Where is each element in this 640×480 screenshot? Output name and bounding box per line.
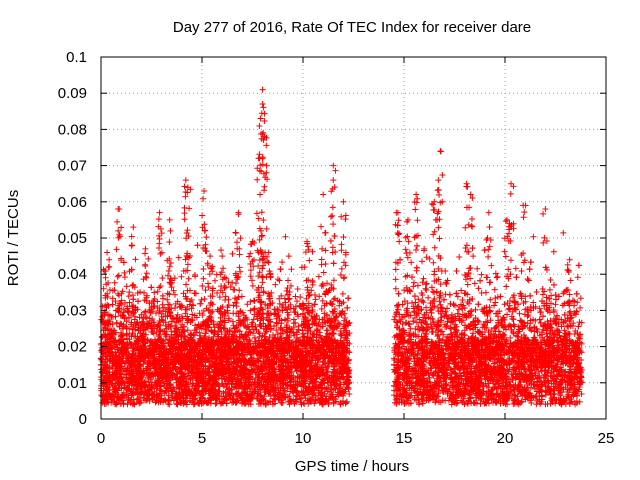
data-point (247, 298, 254, 305)
data-point (148, 284, 155, 291)
data-point (297, 294, 304, 301)
data-point (306, 291, 313, 298)
data-point (151, 289, 158, 296)
data-point (159, 275, 166, 282)
data-point (211, 277, 218, 284)
data-point (121, 274, 128, 281)
data-point (312, 296, 319, 303)
data-point (109, 301, 116, 308)
data-point (339, 290, 346, 297)
data-point (274, 276, 281, 283)
chart-title: Day 277 of 2016, Rate Of TEC Index for r… (173, 19, 531, 36)
data-point (142, 308, 149, 315)
data-point (191, 272, 198, 279)
data-point (194, 242, 201, 249)
data-point (292, 319, 299, 326)
data-point (222, 284, 229, 291)
data-point (323, 327, 330, 334)
data-point (115, 272, 122, 279)
data-point (222, 293, 229, 300)
data-point (247, 329, 254, 336)
data-point (111, 279, 118, 286)
data-point (159, 301, 166, 308)
data-point (170, 287, 177, 294)
data-point (238, 293, 245, 300)
data-point (345, 295, 352, 302)
data-points (98, 86, 585, 408)
data-point (294, 286, 301, 293)
data-point (99, 303, 106, 310)
data-point (272, 281, 279, 288)
data-point (308, 287, 315, 294)
data-point (342, 314, 349, 321)
data-point (346, 319, 353, 326)
data-point (276, 277, 283, 284)
data-point (229, 250, 236, 257)
data-point (247, 273, 254, 280)
data-point (292, 293, 299, 300)
data-point (342, 262, 349, 269)
data-point (106, 256, 113, 263)
data-point (273, 327, 280, 334)
data-point (113, 246, 120, 253)
data-point (259, 232, 266, 239)
data-point (172, 291, 179, 298)
data-point (198, 296, 205, 303)
data-point (183, 306, 190, 313)
data-point (207, 310, 214, 317)
data-point (279, 259, 286, 266)
data-point (227, 283, 234, 290)
data-point (125, 293, 132, 300)
data-point (212, 400, 219, 407)
data-point (282, 388, 289, 395)
data-point (246, 253, 253, 260)
data-point (308, 312, 315, 319)
data-point (145, 255, 152, 262)
data-point (277, 266, 284, 273)
data-point (232, 328, 239, 335)
data-point (316, 293, 323, 300)
data-point (297, 395, 304, 402)
data-point (229, 318, 236, 325)
data-point (276, 300, 283, 307)
data-point (123, 325, 130, 332)
data-point (202, 287, 209, 294)
data-point (165, 301, 172, 308)
data-point (124, 401, 131, 408)
data-point (187, 331, 194, 338)
data-point (309, 281, 316, 288)
data-point (206, 313, 213, 320)
data-point (330, 277, 337, 284)
data-point (324, 280, 331, 287)
data-point (315, 273, 322, 280)
data-point (178, 273, 185, 280)
data-point (250, 330, 257, 337)
data-point (117, 320, 124, 327)
data-point (175, 254, 182, 261)
data-point (200, 275, 207, 282)
data-point (165, 397, 172, 404)
data-point (123, 283, 130, 290)
data-point (331, 306, 338, 313)
data-point (290, 316, 297, 323)
data-point (225, 296, 232, 303)
data-point (258, 284, 265, 291)
data-point (247, 307, 254, 314)
data-point (293, 367, 300, 374)
data-point (293, 298, 300, 305)
data-point (164, 296, 171, 303)
data-point (157, 386, 164, 393)
data-point (258, 304, 265, 311)
data-point (233, 300, 240, 307)
data-point (231, 286, 238, 293)
data-point (208, 328, 215, 335)
data-point (218, 247, 225, 254)
data-point (329, 330, 336, 337)
data-point (109, 295, 116, 302)
data-point (167, 259, 174, 266)
data-point (282, 233, 289, 240)
data-point (165, 268, 172, 275)
data-point (124, 308, 131, 315)
